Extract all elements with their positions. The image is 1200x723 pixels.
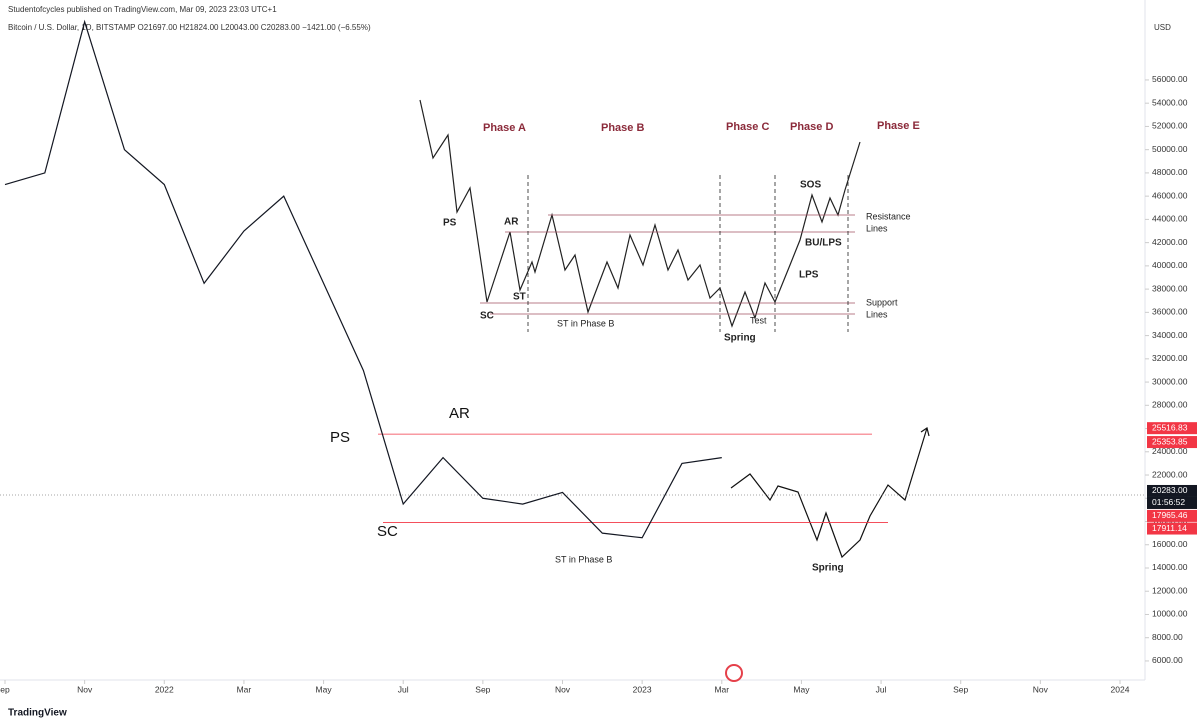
current-price-badge-label: 20283.00 (1152, 485, 1188, 495)
phase-label: Phase C (726, 121, 769, 133)
x-tick-label: Nov (77, 684, 93, 694)
x-tick-label: Nov (1033, 684, 1049, 694)
x-tick-label: Nov (555, 684, 571, 694)
y-tick-label: 34000.00 (1152, 330, 1188, 340)
y-tick-label: 56000.00 (1152, 74, 1188, 84)
y-tick-label: 10000.00 (1152, 609, 1188, 619)
x-tick-label: May (316, 684, 333, 694)
phase-label: Phase E (877, 120, 920, 132)
x-tick-label: 2022 (155, 684, 174, 694)
y-tick-label: 6000.00 (1152, 655, 1183, 665)
inset-label: Lines (866, 223, 888, 233)
x-tick-label: Jul (398, 684, 409, 694)
inset-label: Support (866, 297, 898, 307)
footer-brand: TradingView (8, 708, 67, 719)
y-tick-label: 16000.00 (1152, 539, 1188, 549)
level-badge (1147, 522, 1197, 535)
symbol: Bitcoin / U.S. Dollar, 1D, BITSTAMP O216… (8, 23, 371, 32)
y-tick-label: 48000.00 (1152, 167, 1188, 177)
y-tick-label: 32000.00 (1152, 353, 1188, 363)
y-tick-label: 46000.00 (1152, 190, 1188, 200)
phase-label: Phase B (601, 122, 644, 134)
price-line (4, 19, 722, 539)
inset-path (419, 99, 861, 328)
inset-label: AR (504, 217, 519, 228)
level-badge (1147, 436, 1197, 449)
level-badge-label: 17911.14 (1152, 523, 1187, 533)
annotation: PS (330, 429, 350, 446)
y-tick-label: 40000.00 (1152, 260, 1188, 270)
inset-label: BU/LPS (805, 238, 842, 249)
x-tick-label: May (793, 684, 810, 694)
y-tick-label: 22000.00 (1152, 469, 1188, 479)
x-tick-label: Mar (237, 684, 252, 694)
inset-label: LPS (799, 270, 819, 281)
inset-label: Spring (724, 333, 756, 344)
inset-label: SOS (800, 180, 821, 191)
level-badge-label: 25353.85 (1152, 436, 1188, 446)
y-tick-label: 38000.00 (1152, 283, 1188, 293)
publisher: Studentofcycles published on TradingView… (8, 5, 277, 14)
y-tick-label: 8000.00 (1152, 632, 1183, 642)
y-tick-label: 52000.00 (1152, 121, 1188, 131)
projection (730, 427, 928, 559)
phase-label: Phase D (790, 121, 833, 133)
y-tick-label: 44000.00 (1152, 214, 1188, 224)
countdown-label: 01:56:52 (1152, 497, 1185, 507)
y-tick-label: 42000.00 (1152, 237, 1188, 247)
annotation: AR (449, 405, 470, 422)
countdown-badge (1147, 496, 1197, 509)
phase-label: Phase A (483, 122, 526, 134)
wyckoff-inset (419, 99, 861, 332)
inset-label: ST (513, 292, 526, 303)
inset-label: PS (443, 218, 457, 229)
inset-label: Resistance (866, 211, 911, 221)
annotation: Spring (812, 563, 844, 574)
y-tick-label: 54000.00 (1152, 97, 1188, 107)
level-badge-label: 25516.83 (1152, 422, 1188, 432)
inset-label: Test (750, 315, 767, 325)
projection-arrowhead (920, 427, 930, 437)
current-price-badge (1147, 484, 1197, 497)
annotation: ST in Phase B (555, 554, 612, 564)
x-tick-label: ep (0, 684, 10, 694)
x-tick-label: 2023 (633, 684, 652, 694)
level-badge-label: 17965.46 (1152, 510, 1188, 520)
x-tick-label: Sep (475, 684, 490, 694)
y-tick-label: 50000.00 (1152, 144, 1188, 154)
inset-label: SC (480, 311, 494, 322)
logo-icon[interactable] (725, 664, 743, 682)
inset-label: ST in Phase B (557, 318, 614, 328)
x-tick-label: 2024 (1111, 684, 1130, 694)
y-tick-label: 24000.00 (1152, 446, 1188, 456)
x-tick-label: Jul (876, 684, 887, 694)
level-badge (1147, 509, 1197, 522)
y-tick-label: 12000.00 (1152, 585, 1188, 595)
currency: USD (1154, 23, 1171, 32)
level-badge (1147, 422, 1197, 435)
x-tick-label: Mar (714, 684, 729, 694)
annotation: SC (377, 523, 398, 540)
y-tick-label: 14000.00 (1152, 562, 1188, 572)
y-tick-label: 28000.00 (1152, 400, 1188, 410)
x-tick-label: Sep (953, 684, 968, 694)
inset-label: Lines (866, 309, 888, 319)
y-tick-label: 30000.00 (1152, 376, 1188, 386)
y-tick-label: 36000.00 (1152, 307, 1188, 317)
